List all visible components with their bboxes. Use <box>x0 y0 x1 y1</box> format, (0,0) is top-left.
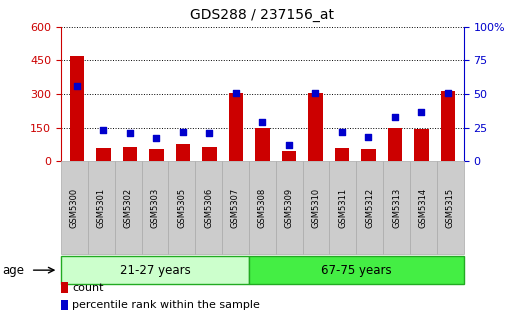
Text: GSM5306: GSM5306 <box>204 187 213 227</box>
Bar <box>175 144 190 161</box>
Point <box>232 90 240 95</box>
Bar <box>202 147 217 161</box>
Bar <box>281 151 296 161</box>
Text: GSM5314: GSM5314 <box>419 187 428 227</box>
Text: GSM5303: GSM5303 <box>151 187 160 227</box>
Text: percentile rank within the sample: percentile rank within the sample <box>72 300 260 310</box>
Point <box>73 83 81 89</box>
Bar <box>414 129 429 161</box>
Text: age: age <box>3 264 25 277</box>
Point <box>338 129 346 134</box>
Text: GSM5309: GSM5309 <box>285 187 294 227</box>
Bar <box>228 93 243 161</box>
Text: GDS288 / 237156_at: GDS288 / 237156_at <box>190 8 334 23</box>
Bar <box>440 91 455 161</box>
Text: GSM5300: GSM5300 <box>70 187 79 227</box>
Point <box>99 128 108 133</box>
Text: GSM5310: GSM5310 <box>312 187 321 227</box>
Point <box>391 114 399 120</box>
Point <box>179 129 187 134</box>
Text: GSM5307: GSM5307 <box>231 187 240 227</box>
Text: GSM5301: GSM5301 <box>97 187 105 227</box>
Bar <box>149 149 164 161</box>
Point <box>205 130 214 136</box>
Text: 21-27 years: 21-27 years <box>120 264 190 277</box>
Point <box>126 130 134 136</box>
Text: count: count <box>72 283 103 293</box>
Text: GSM5313: GSM5313 <box>392 187 401 227</box>
Bar <box>122 147 137 161</box>
Bar <box>255 128 270 161</box>
Bar <box>308 93 323 161</box>
Bar <box>96 148 111 161</box>
Point <box>285 142 293 148</box>
Text: GSM5312: GSM5312 <box>365 187 374 227</box>
Point <box>444 90 452 95</box>
Text: GSM5305: GSM5305 <box>178 187 186 227</box>
Bar <box>387 128 402 161</box>
Text: GSM5308: GSM5308 <box>258 187 267 227</box>
Bar <box>69 56 84 161</box>
Text: GSM5302: GSM5302 <box>123 187 132 227</box>
Point <box>417 109 426 114</box>
Text: GSM5311: GSM5311 <box>339 187 347 227</box>
Point <box>258 120 267 125</box>
Point <box>152 136 161 141</box>
Point <box>311 90 320 95</box>
Text: GSM5315: GSM5315 <box>446 187 455 227</box>
Point <box>364 134 373 140</box>
Text: 67-75 years: 67-75 years <box>321 264 392 277</box>
Bar <box>334 148 349 161</box>
Bar <box>361 149 376 161</box>
